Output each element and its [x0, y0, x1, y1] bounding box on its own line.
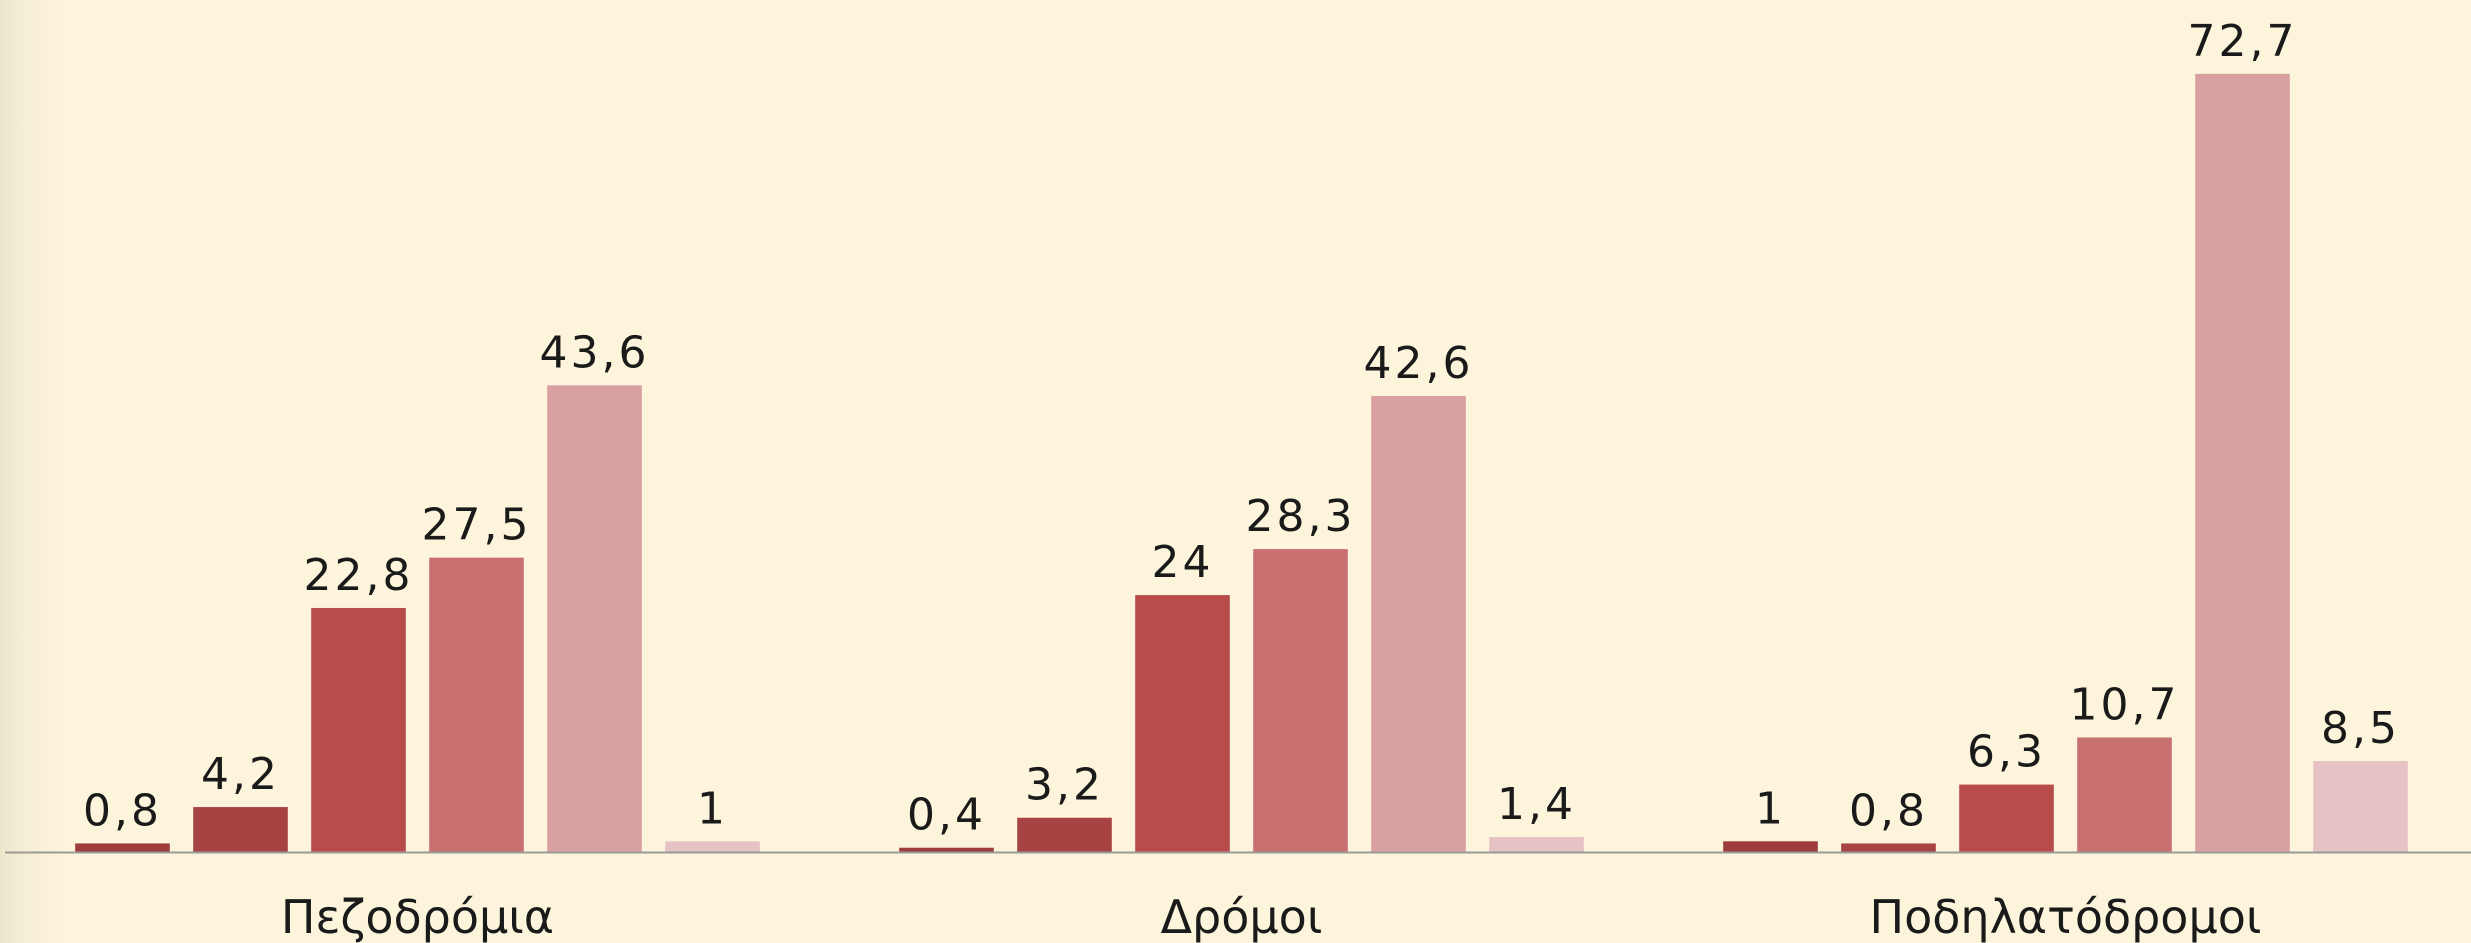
edge-shade [0, 0, 80, 943]
category-label: Πεζοδρόμια [281, 890, 554, 943]
value-label: 10,7 [2070, 679, 2180, 730]
value-label: 28,3 [1246, 491, 1356, 542]
bar [2195, 73, 2290, 853]
value-label: 42,6 [1364, 338, 1474, 389]
bar [1841, 843, 1936, 852]
value-label: 0,8 [1849, 785, 1928, 836]
bar [1723, 841, 1818, 852]
value-label: 6,3 [1967, 727, 2046, 778]
value-label: 1 [1755, 783, 1786, 834]
bar [1135, 595, 1230, 852]
bar [665, 841, 760, 852]
bar [1253, 549, 1348, 852]
value-label: 72,7 [2188, 16, 2298, 67]
bar [1959, 784, 2054, 852]
bar [75, 843, 170, 852]
value-label: 24 [1152, 537, 1214, 588]
bar [899, 847, 994, 852]
value-label: 1,4 [1497, 779, 1576, 830]
value-label: 27,5 [422, 500, 532, 551]
bar [1017, 817, 1112, 852]
category-label: Ποδηλατόδρομοι [1870, 890, 2262, 943]
value-label: 0,4 [907, 790, 986, 841]
bar [2077, 737, 2172, 852]
value-label: 0,8 [83, 785, 162, 836]
bar [1371, 396, 1466, 852]
bar [429, 557, 524, 852]
bar [1489, 837, 1584, 852]
bar [547, 385, 642, 852]
bar [2313, 761, 2408, 852]
value-label: 22,8 [304, 550, 414, 601]
bar [193, 807, 288, 852]
category-label: Δρόμοι [1161, 890, 1323, 943]
value-label: 4,2 [201, 749, 280, 800]
value-label: 1 [697, 783, 728, 834]
bar [311, 607, 406, 852]
value-label: 3,2 [1025, 760, 1104, 811]
value-label: 43,6 [540, 327, 650, 378]
value-label: 8,5 [2321, 703, 2400, 754]
